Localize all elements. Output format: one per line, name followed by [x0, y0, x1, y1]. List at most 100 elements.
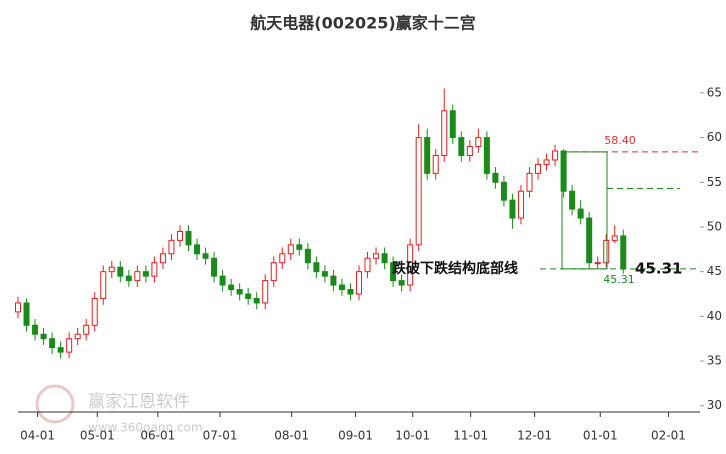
candle-body [23, 302, 30, 326]
candle-body [100, 271, 107, 299]
candle-body [313, 262, 320, 273]
watermark: 赢家江恩软件 [88, 392, 190, 412]
watermark-logo [35, 384, 75, 424]
candle-body [415, 137, 422, 246]
candle-body [466, 146, 473, 156]
candle-body [262, 280, 269, 304]
candle-body [500, 181, 507, 201]
candle-body [560, 150, 567, 192]
support-label: 45.31 [635, 259, 682, 277]
x-tick-label: 09-01 [338, 429, 373, 443]
candle-body [219, 275, 226, 286]
candle-body [569, 190, 576, 210]
candle-body [594, 262, 601, 265]
candle-body [381, 253, 388, 264]
x-tick-label: 05-01 [80, 429, 115, 443]
candle-body [296, 244, 303, 250]
x-tick-label: 08-01 [274, 429, 309, 443]
candle-body [611, 235, 618, 241]
candle-body [458, 137, 465, 156]
candle-body [449, 110, 456, 139]
x-tick-label: 11-01 [453, 429, 488, 443]
candle-body [321, 271, 328, 277]
x-tick-label: 02-01 [651, 429, 686, 443]
candle-body [509, 199, 516, 219]
x-tick-label: 06-01 [140, 429, 175, 443]
candle-body [586, 217, 593, 264]
resistance-label: 58.40 [604, 134, 636, 147]
candle-body [236, 289, 243, 295]
candle-body [66, 338, 73, 353]
candle-body [338, 284, 345, 291]
candle-body [134, 271, 141, 282]
y-tick-label: 50 [707, 219, 722, 233]
candle-body [364, 257, 371, 273]
candle-body [577, 208, 584, 219]
candle-body [159, 253, 166, 264]
y-tick-label: 55 [707, 175, 722, 189]
watermark-url: www.360gann.com [88, 421, 203, 435]
candle-body [168, 239, 175, 255]
annotation: 跌破下跌结构底部线 [392, 260, 518, 277]
candle-body [228, 284, 235, 291]
candle-body [347, 289, 354, 295]
y-tick-label: 40 [707, 309, 722, 323]
candle-body [142, 271, 149, 277]
candle-body [83, 324, 90, 335]
candle-body [390, 262, 397, 282]
candle-body [151, 262, 158, 277]
candle-body [398, 280, 405, 286]
y-tick-label: 45 [707, 264, 722, 278]
y-tick-label: 35 [707, 354, 722, 368]
candle-body [40, 333, 47, 340]
chart-title: 航天电器(002025)赢家十二宫 [250, 14, 475, 33]
candle-body [253, 297, 260, 304]
x-tick-label: 12-01 [517, 429, 552, 443]
candle-body [407, 244, 414, 286]
candle-body [304, 248, 311, 264]
candle-body [125, 275, 132, 282]
candle-body [108, 266, 115, 273]
candle-body [483, 137, 490, 174]
x-tick-label: 07-01 [203, 429, 238, 443]
candle-body [49, 338, 56, 349]
y-tick-label: 30 [707, 398, 722, 412]
candle-body [287, 244, 294, 255]
candle-body [432, 154, 439, 174]
candle-body [74, 333, 81, 340]
x-tick-label: 10-01 [395, 429, 430, 443]
candle-body [270, 262, 277, 282]
candle-body [603, 239, 610, 264]
candle-body [517, 190, 524, 219]
candle-body [211, 257, 218, 277]
candle-body [475, 137, 482, 148]
support-label-small: 45.31 [603, 273, 635, 286]
candle-body [356, 271, 362, 295]
pattern-box [561, 151, 608, 270]
candle-body [176, 230, 183, 241]
candle-body [620, 235, 627, 270]
candle-body [492, 172, 499, 183]
y-tick-label: 65 [707, 85, 722, 99]
candle-body [441, 110, 448, 156]
candle-body [543, 159, 550, 165]
candle-body [185, 230, 192, 246]
candle-body [373, 253, 380, 259]
candle-body [526, 172, 533, 192]
x-tick-label: 04-01 [20, 429, 55, 443]
candle-body [32, 324, 39, 335]
candle-body [194, 244, 201, 255]
candle-body [535, 163, 542, 174]
candle-body [424, 137, 431, 174]
candle-body [91, 297, 98, 326]
y-tick-label: 60 [707, 130, 722, 144]
candle-body [117, 266, 124, 277]
candle-body [279, 253, 286, 264]
candle-body [330, 275, 337, 286]
candle-body [552, 150, 559, 161]
candle-body [57, 347, 64, 353]
x-tick-label: 01-01 [583, 429, 618, 443]
candle-body [245, 293, 252, 299]
